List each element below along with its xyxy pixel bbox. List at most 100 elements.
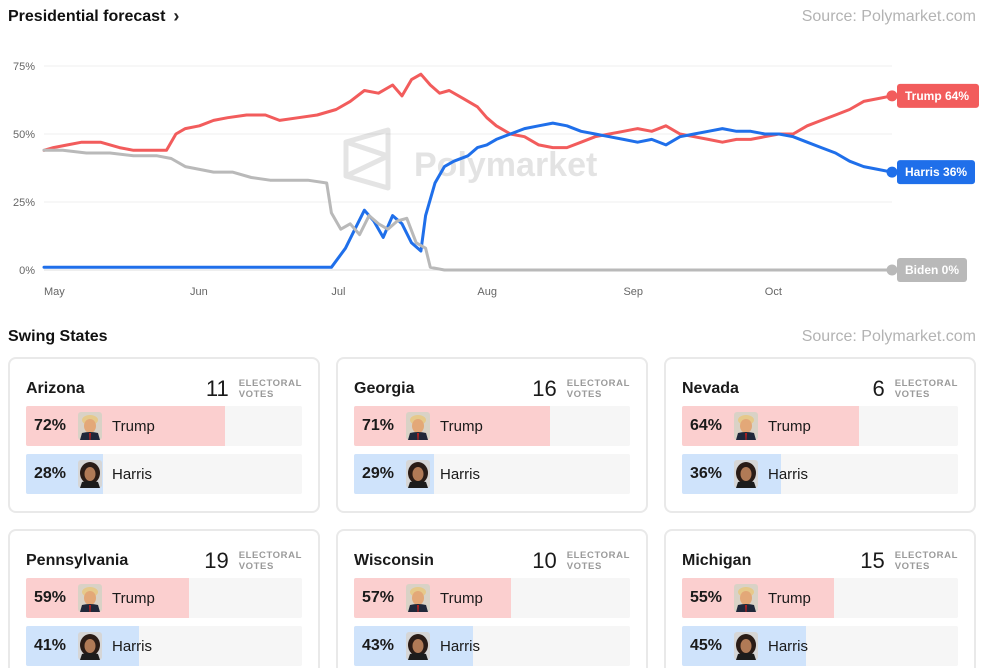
trump-avatar-icon (406, 584, 430, 612)
x-tick-label: Oct (765, 286, 782, 298)
harris-percentage: 36% (690, 465, 723, 482)
harris-name: Harris (440, 637, 480, 655)
harris-percentage: 29% (362, 465, 395, 482)
trump-name: Trump (768, 417, 811, 435)
trump-name: Trump (112, 589, 155, 607)
series-end-badge-biden (897, 258, 967, 282)
forecast-source: Source: Polymarket.com (801, 8, 976, 25)
electoral-votes-count: 11 (205, 376, 229, 401)
electoral-votes-count: 16 (532, 376, 557, 401)
trump-percentage: 71% (362, 417, 395, 434)
trump-odds-bar: 57% Trump (354, 578, 630, 618)
electoral-votes-label-line1: ELECTORAL (894, 378, 958, 389)
electoral-votes-label-line1: ELECTORAL (238, 550, 302, 561)
trump-avatar-icon (734, 412, 758, 440)
trump-odds-fill (354, 406, 550, 446)
x-tick-label: Sep (623, 286, 643, 298)
electoral-votes-label-line1: ELECTORAL (238, 378, 302, 389)
swing-state-card[interactable]: Nevada 6 ELECTORAL VOTES 64% Trump 36% Harris (664, 357, 976, 513)
swing-states-header: Swing States Source: Polymarket.com (8, 326, 976, 348)
series-end-label-biden: Biden 0% (905, 263, 959, 277)
state-name: Wisconsin (354, 552, 434, 569)
electoral-votes-count: 19 (204, 548, 229, 573)
harris-avatar-icon (734, 632, 758, 660)
harris-name: Harris (768, 637, 808, 655)
trump-odds-bar: 59% Trump (26, 578, 302, 618)
harris-percentage: 41% (34, 637, 67, 654)
trump-name: Trump (440, 417, 483, 435)
forecast-title-link[interactable]: Presidential forecast › (8, 6, 180, 26)
state-name: Michigan (682, 552, 752, 569)
swing-state-card[interactable]: Pennsylvania 19 ELECTORAL VOTES 59% Trump 41% H… (8, 529, 320, 668)
series-end-badge-trump (897, 83, 979, 108)
electoral-votes-label-line2: VOTES (894, 561, 930, 572)
trump-odds-fill (354, 578, 512, 618)
card-header: Arizona 11 ELECTORAL VOTES (26, 375, 302, 403)
trump-odds-content: 59% Trump (34, 578, 155, 618)
trump-avatar-icon (78, 584, 102, 612)
trump-odds-content: 57% Trump (362, 578, 483, 618)
harris-odds-bar: 45% Harris (682, 626, 958, 666)
harris-odds-content: 28% Harris (34, 454, 152, 494)
x-tick-label: Aug (477, 286, 497, 298)
trump-percentage: 64% (690, 417, 723, 434)
swing-state-card[interactable]: Georgia 16 ELECTORAL VOTES 71% Trump 29% Harris (336, 357, 648, 513)
trump-percentage: 72% (34, 417, 67, 434)
trump-odds-bar: 55% Trump (682, 578, 958, 618)
electoral-votes-count: 10 (532, 548, 557, 573)
y-tick-label: 50% (13, 129, 35, 141)
chevron-right-icon: › (173, 6, 180, 26)
y-tick-label: 25% (13, 197, 35, 209)
trump-avatar-icon (406, 412, 430, 440)
trump-odds-content: 55% Trump (690, 578, 811, 618)
x-tick-label: May (44, 286, 65, 298)
electoral-votes-label: ELECTORAL VOTES (895, 550, 958, 572)
trump-percentage: 55% (690, 589, 723, 606)
swing-states-source: Source: Polymarket.com (801, 328, 976, 345)
card-header: Pennsylvania 19 ELECTORAL VOTES (26, 547, 302, 575)
trump-odds-content: 64% Trump (690, 406, 811, 446)
harris-odds-bar: 41% Harris (26, 626, 302, 666)
harris-odds-fill (682, 454, 782, 494)
electoral-votes-label-line2: VOTES (238, 389, 274, 400)
trump-name: Trump (768, 589, 811, 607)
harris-avatar-icon (406, 632, 430, 660)
series-line-harris (42, 121, 894, 269)
y-tick-label: 0% (19, 265, 35, 277)
swing-state-card[interactable]: Wisconsin 10 ELECTORAL VOTES 57% Trump 43% Harr… (336, 529, 648, 668)
harris-percentage: 28% (34, 465, 67, 482)
x-tick-label: Jul (331, 286, 345, 298)
watermark-logo-icon (343, 127, 391, 191)
harris-avatar-icon (406, 460, 430, 488)
harris-odds-bar: 36% Harris (682, 454, 958, 494)
trump-odds-bar: 72% Trump (26, 406, 302, 446)
forecast-header: Presidential forecast › Source: Polymark… (8, 6, 976, 28)
swing-state-card[interactable]: Arizona 11 ELECTORAL VOTES 72% Trump 28% Harris (8, 357, 320, 513)
trump-odds-fill (26, 578, 189, 618)
card-header: Nevada 6 ELECTORAL VOTES (682, 375, 958, 403)
trump-percentage: 57% (362, 589, 395, 606)
y-tick-label: 75% (13, 61, 35, 73)
harris-odds-content: 43% Harris (362, 626, 480, 666)
electoral-votes-label: ELECTORAL VOTES (567, 550, 630, 572)
watermark-text: Polymarket (414, 146, 597, 184)
trump-name: Trump (440, 589, 483, 607)
state-name: Georgia (354, 380, 415, 397)
electoral-votes-label: ELECTORAL VOTES (239, 550, 302, 572)
forecast-title: Presidential forecast (8, 8, 166, 25)
harris-name: Harris (440, 465, 480, 483)
harris-percentage: 45% (690, 637, 723, 654)
card-header: Wisconsin 10 ELECTORAL VOTES (354, 547, 630, 575)
electoral-votes-label-line2: VOTES (566, 561, 602, 572)
electoral-votes-label: ELECTORAL VOTES (239, 378, 302, 400)
electoral-votes-label-line1: ELECTORAL (566, 550, 630, 561)
electoral-votes-label: ELECTORAL VOTES (567, 378, 630, 400)
swing-state-card[interactable]: Michigan 15 ELECTORAL VOTES 55% Trump 45% Harri… (664, 529, 976, 668)
harris-avatar-icon (734, 460, 758, 488)
series-end-badge-harris (897, 160, 975, 185)
card-header: Michigan 15 ELECTORAL VOTES (682, 547, 958, 575)
trump-avatar-icon (78, 412, 102, 440)
electoral-votes-count: 15 (860, 548, 885, 573)
trump-odds-bar: 64% Trump (682, 406, 958, 446)
electoral-votes-label-line1: ELECTORAL (566, 378, 630, 389)
